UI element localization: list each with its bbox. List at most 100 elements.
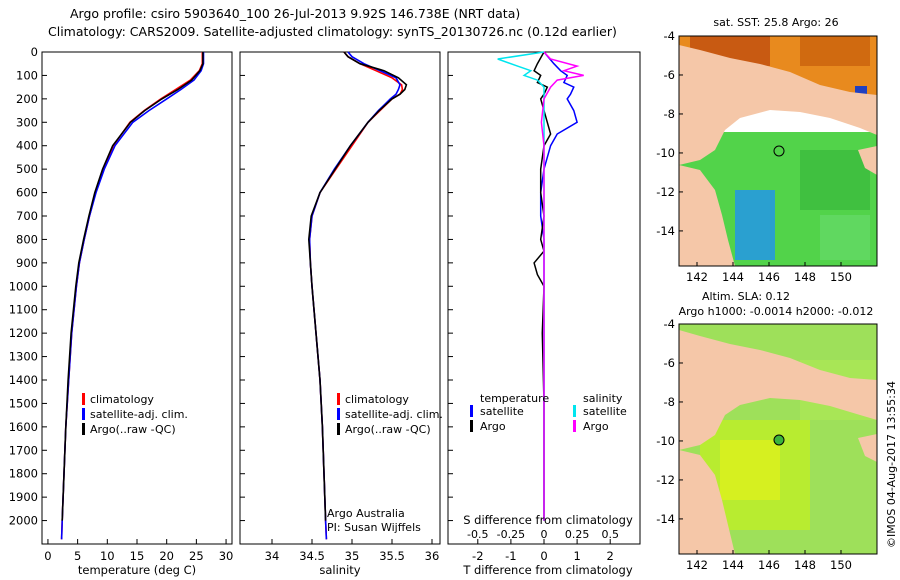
map-x-tick-label: 146 xyxy=(758,270,780,284)
legend-swatch-sal-satellite xyxy=(573,405,576,417)
sst-cool-shelf xyxy=(735,190,775,260)
depth-tick-label: 1000 xyxy=(9,279,38,293)
sla-land-png xyxy=(679,324,877,450)
depth-tick-label: 100 xyxy=(16,68,38,82)
salinity-axis-label: salinity xyxy=(319,563,360,577)
t-difference-axis-label: T difference from climatology xyxy=(462,563,633,577)
map-x-tick-label: 142 xyxy=(686,270,708,284)
map-y-tick-label: -4 xyxy=(664,317,675,331)
legend-label: climatology xyxy=(90,393,154,406)
sst-map-axes: 142 144 146 148 150 -4 -6 -8 -10 -12 -14 xyxy=(656,29,852,284)
x-tick-label: 0 xyxy=(44,549,51,563)
map-y-tick-label: -14 xyxy=(656,224,675,238)
legend-label: Argo xyxy=(480,420,506,433)
sla-map-axes: 142 144 146 148 150 -4 -6 -8 -10 -12 -14 xyxy=(656,317,852,572)
legend-label: climatology xyxy=(345,393,409,406)
figure-title-line2: Climatology: CARS2009. Satellite-adjuste… xyxy=(48,24,617,39)
x-tick-label: 35 xyxy=(345,549,360,563)
map-y-tick-label: -6 xyxy=(664,68,675,82)
depth-tick-label: 0 xyxy=(31,45,38,59)
map-y-tick-label: -10 xyxy=(656,146,675,160)
annotation-argo-australia: Argo Australia xyxy=(327,507,405,520)
sst-land-png xyxy=(679,36,877,165)
depth-axis: 0 100 200 300 400 500 600 700 800 900 1000 1100 1200… xyxy=(9,45,453,528)
legend-swatch-satellite xyxy=(82,408,85,420)
difference-line-temperature-satellite xyxy=(539,51,578,521)
salinity-panel-frame xyxy=(239,51,441,545)
difference-x-axis: -2 -1 0 1 2 xyxy=(472,539,614,563)
sst-green-patch xyxy=(800,150,870,210)
depth-tick-label: 1600 xyxy=(9,420,38,434)
depth-tick-label: 2000 xyxy=(9,514,38,528)
sla-map xyxy=(679,324,877,554)
map-y-tick-label: -8 xyxy=(664,107,675,121)
legend-title-salinity: salinity xyxy=(583,392,623,405)
map-x-tick-label: 148 xyxy=(794,270,816,284)
profile-line-argo-raw-qc- xyxy=(307,51,408,521)
legend-title-temperature: temperature xyxy=(480,392,549,405)
map-y-tick-label: -12 xyxy=(656,185,675,199)
sla-peak-region xyxy=(720,440,780,500)
map-x-tick-label: 144 xyxy=(722,270,744,284)
depth-tick-label: 1400 xyxy=(9,373,38,387)
legend-swatch-climatology xyxy=(82,393,85,405)
difference-line-salinity-satellite xyxy=(497,51,545,521)
x-tick-label: 35.5 xyxy=(379,549,405,563)
difference-line-temperature-argo xyxy=(533,51,552,521)
depth-tick-label: 300 xyxy=(16,115,38,129)
sst-map xyxy=(679,36,877,266)
map-x-tick-label: 150 xyxy=(830,270,852,284)
legend-label: Argo(..raw -QC) xyxy=(90,423,176,436)
x-tick-label: 0 xyxy=(540,549,547,563)
depth-tick-label: 600 xyxy=(16,186,38,200)
s-diff-tick-label: 0 xyxy=(541,528,548,541)
profile-line-satellite-adj-clim- xyxy=(60,52,205,540)
x-tick-label: 34.5 xyxy=(299,549,325,563)
map-x-tick-label: 146 xyxy=(758,558,780,572)
legend-label: satellite xyxy=(480,405,524,418)
depth-tick-label: 1500 xyxy=(9,396,38,410)
legend-label: Argo xyxy=(583,420,609,433)
sst-green-patch-2 xyxy=(820,215,870,260)
legend-swatch-temp-satellite xyxy=(470,405,473,417)
s-diff-tick-label: -0.25 xyxy=(497,528,525,541)
legend-swatch-argo xyxy=(82,423,85,435)
legend-label: satellite-adj. clim. xyxy=(345,408,443,421)
depth-tick-label: 400 xyxy=(16,139,38,153)
map-y-tick-label: -14 xyxy=(656,512,675,526)
map-y-tick-label: -6 xyxy=(664,356,675,370)
map-y-tick-label: -4 xyxy=(664,29,675,43)
depth-tick-label: 200 xyxy=(16,92,38,106)
legend-swatch-satellite xyxy=(337,408,340,420)
x-tick-label: 20 xyxy=(159,549,174,563)
map-y-tick-label: -10 xyxy=(656,434,675,448)
legend-label: satellite xyxy=(583,405,627,418)
s-difference-axis: -0.5 -0.25 0 0.25 0.5 xyxy=(467,528,619,541)
sst-map-title: sat. SST: 25.8 Argo: 26 xyxy=(713,16,838,29)
s-diff-tick-label: 0.25 xyxy=(565,528,590,541)
x-tick-label: 10 xyxy=(100,549,115,563)
profile-line-climatology xyxy=(60,52,204,540)
sla-map-frame xyxy=(678,323,878,555)
x-tick-label: -1 xyxy=(505,549,516,563)
x-tick-label: 5 xyxy=(74,549,81,563)
legend-label: Argo(..raw -QC) xyxy=(345,423,431,436)
salinity-x-axis: 34 34.5 35 35.5 36 xyxy=(265,539,440,563)
sla-argo-position-marker xyxy=(773,434,785,446)
x-tick-label: 34 xyxy=(265,549,280,563)
profile-lines xyxy=(60,51,584,540)
map-x-tick-label: 148 xyxy=(794,558,816,572)
x-tick-label: 15 xyxy=(130,549,145,563)
legend-swatch-argo xyxy=(337,423,340,435)
depth-tick-label: 800 xyxy=(16,232,38,246)
difference-line-salinity-argo xyxy=(540,51,584,521)
depth-tick-label: 1700 xyxy=(9,443,38,457)
x-tick-label: 36 xyxy=(425,549,440,563)
s-diff-tick-label: -0.5 xyxy=(467,528,488,541)
sst-land-islands xyxy=(858,146,877,175)
x-tick-label: 25 xyxy=(189,549,204,563)
annotation-pi: PI: Susan Wijffels xyxy=(327,521,421,534)
temperature-legend: climatology satellite-adj. clim. Argo(..… xyxy=(82,393,188,436)
depth-tick-label: 1200 xyxy=(9,326,38,340)
